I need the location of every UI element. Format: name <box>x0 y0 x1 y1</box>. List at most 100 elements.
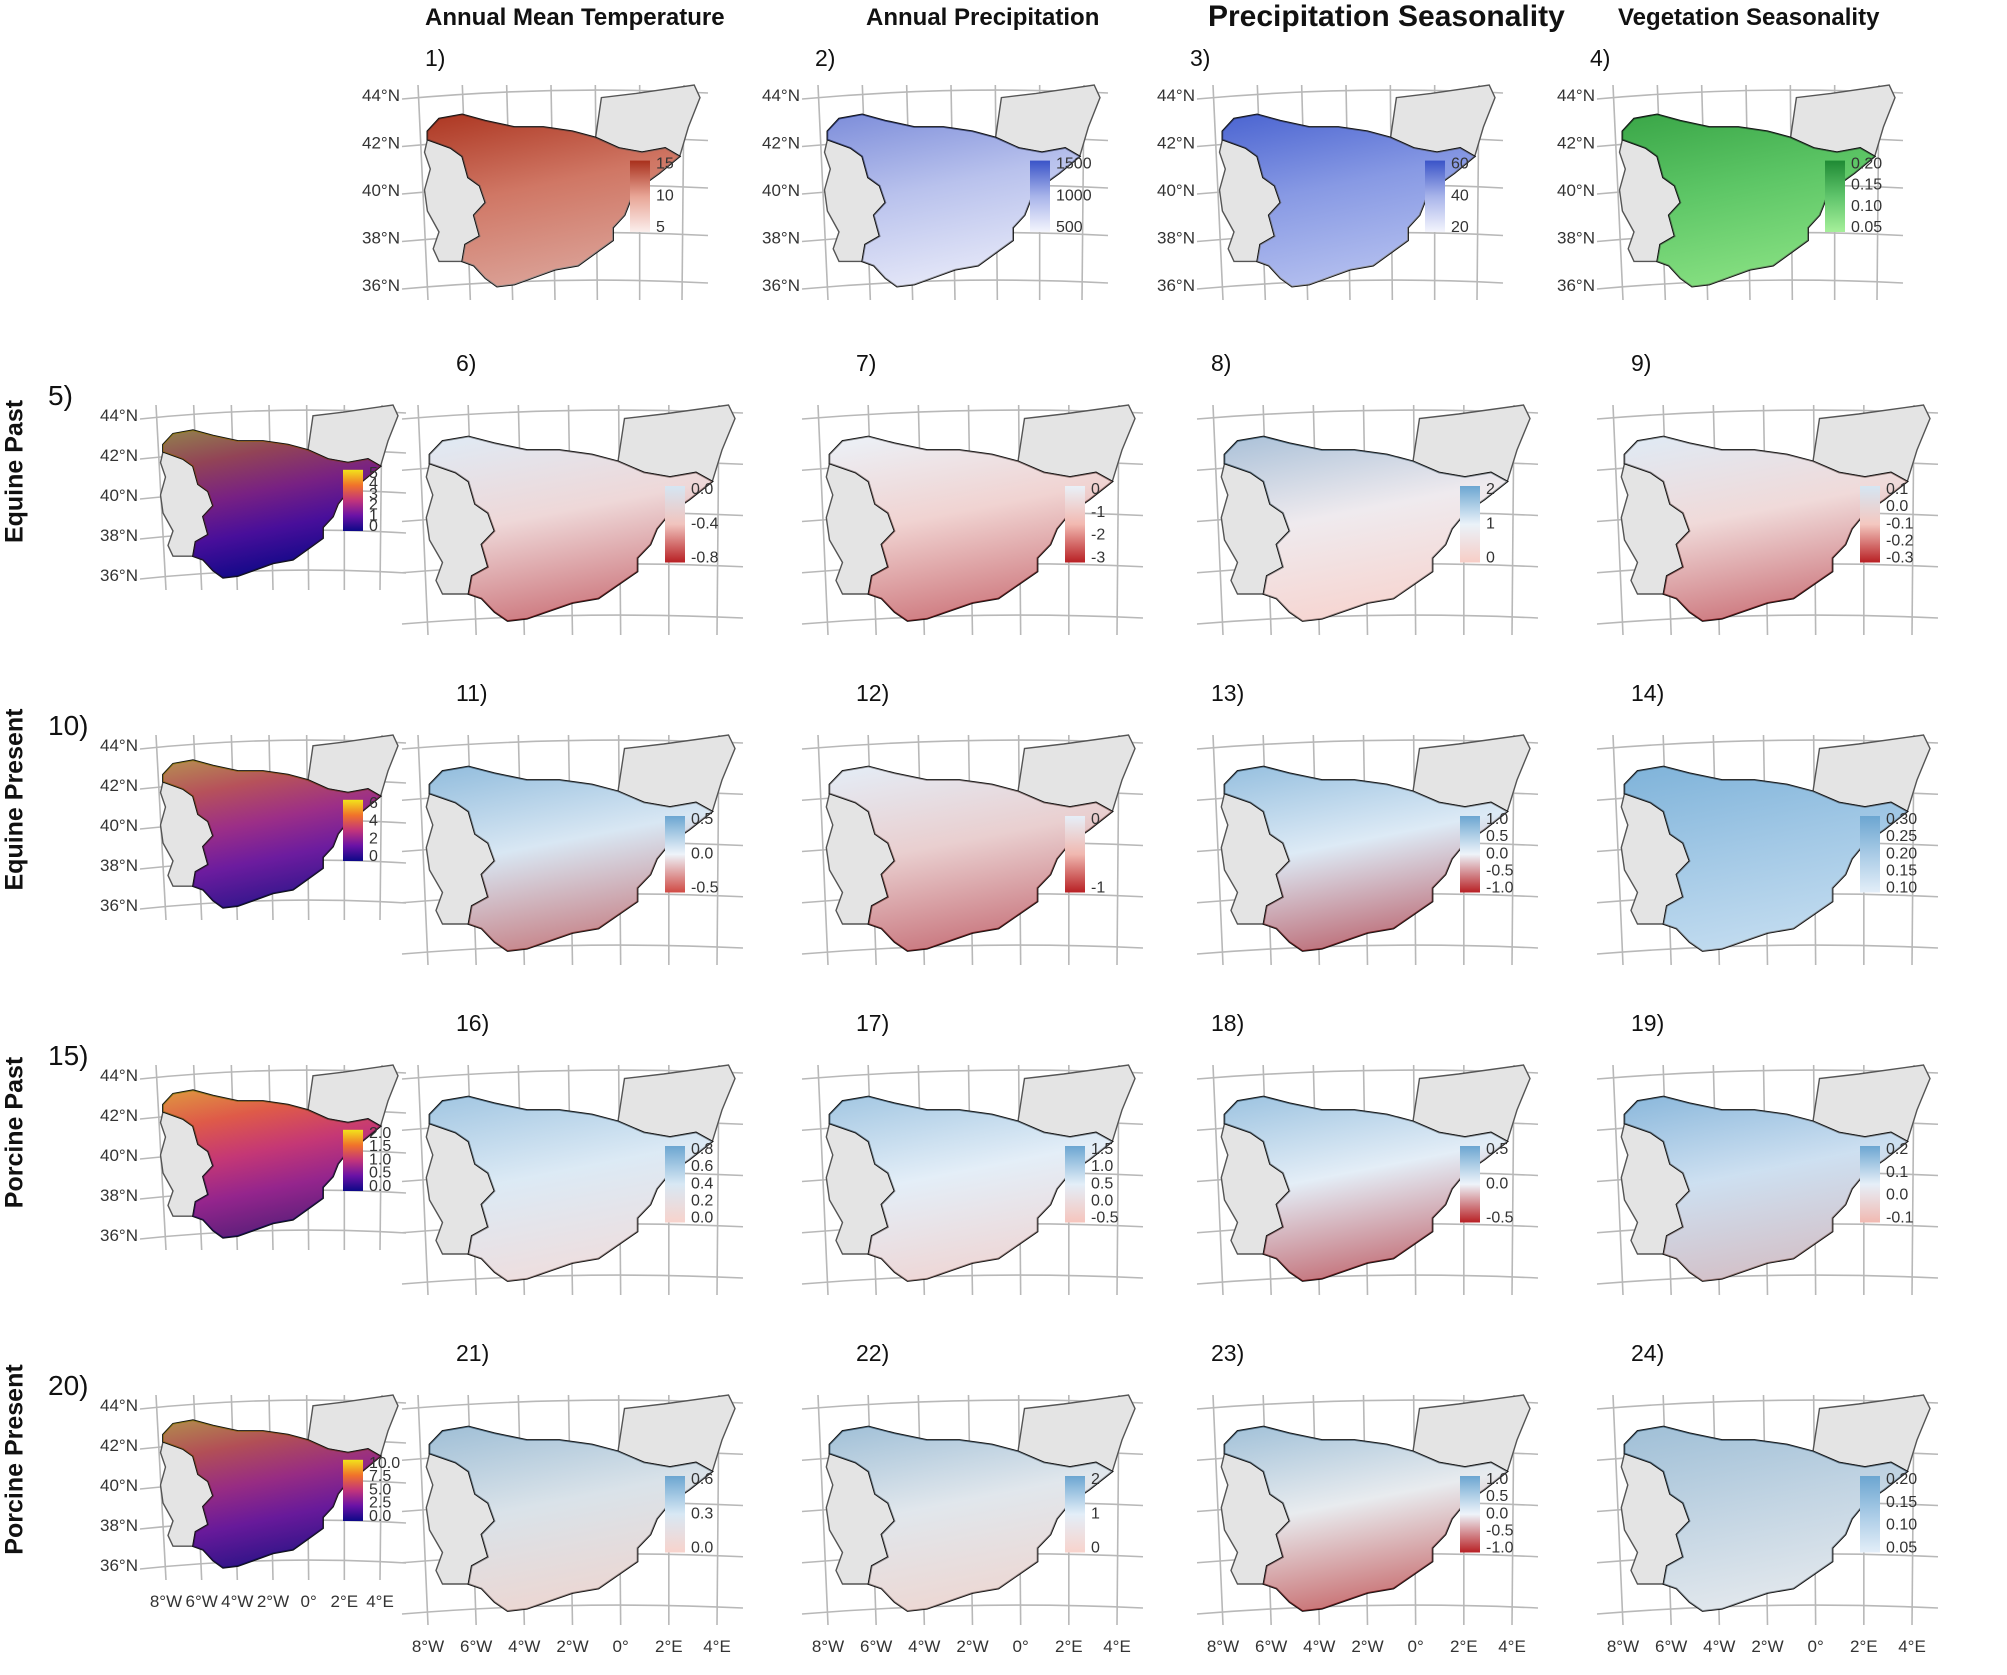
panel-number: 15) <box>48 1040 89 1071</box>
legend-tick-label: 0.5 <box>691 811 713 828</box>
panel-number: 7) <box>856 350 877 376</box>
spain-value-overlay <box>429 766 713 951</box>
legend-tick-label: 2 <box>369 497 378 514</box>
lat-label: 38°N <box>362 229 400 248</box>
legend-tick-label: 1.0 <box>1486 811 1508 828</box>
panel-number: 17) <box>856 1010 890 1036</box>
legend-tick-label: -0.1 <box>1886 1210 1914 1227</box>
legend-tick-label: 0.25 <box>1886 828 1917 845</box>
legend-tick-label: 0 <box>1091 811 1100 828</box>
lat-label: 42°N <box>100 446 138 465</box>
legend-colorbar <box>1860 816 1880 893</box>
lon-label: 4°W <box>1703 1637 1735 1656</box>
panel-number: 1) <box>425 45 446 71</box>
legend-colorbar <box>1825 160 1845 232</box>
legend-tick-label: 0 <box>369 518 378 535</box>
legend-colorbar <box>1065 1146 1085 1223</box>
legend-colorbar <box>1460 816 1480 893</box>
legend-tick-label: 60 <box>1451 156 1469 173</box>
lon-label: 6°W <box>186 1592 218 1611</box>
legend-colorbar <box>343 1459 363 1521</box>
legend-tick-label: 0.5 <box>1486 1141 1508 1158</box>
legend-tick-label: -0.5 <box>1486 1210 1514 1227</box>
legend-tick-label: 0.0 <box>1886 498 1908 515</box>
lat-label: 38°N <box>762 229 800 248</box>
legend-tick-label: 0.0 <box>691 845 713 862</box>
lat-label: 38°N <box>1157 229 1195 248</box>
panel-number: 20) <box>48 1370 89 1401</box>
legend-colorbar <box>1030 160 1050 232</box>
legend-colorbar <box>665 1476 685 1553</box>
legend-tick-label: 0.6 <box>691 1158 713 1175</box>
legend-tick-label: 0.0 <box>1486 1505 1508 1522</box>
legend-tick-label: 1 <box>1091 1505 1100 1522</box>
lon-label: 4°W <box>221 1592 253 1611</box>
lat-label: 44°N <box>100 736 138 755</box>
row-label-equine-past: Equine Past <box>0 399 29 544</box>
legend-tick-label: 0.15 <box>1851 177 1882 194</box>
lon-label: 2°W <box>556 1637 588 1656</box>
lat-label: 44°N <box>1557 86 1595 105</box>
map-panel-12: 0 -1 <box>801 734 1144 966</box>
spain-value-overlay <box>429 1426 713 1611</box>
legend-tick-label: 500 <box>1056 219 1083 236</box>
spain-value-overlay <box>1624 1426 1908 1611</box>
spain-value-overlay <box>429 1096 713 1281</box>
lat-label: 38°N <box>100 1516 138 1535</box>
legend-tick-label: -1 <box>1091 504 1105 521</box>
lon-label: 4°E <box>1498 1637 1526 1656</box>
legend-tick-label: -0.5 <box>1091 1210 1119 1227</box>
legend-tick-label: 0.2 <box>691 1192 713 1209</box>
panel-number: 10) <box>48 710 89 741</box>
panel-number: 14) <box>1631 680 1665 706</box>
legend-tick-label: -0.8 <box>691 550 719 567</box>
legend-tick-label: 5 <box>656 219 665 236</box>
spain-value-overlay <box>1224 766 1508 951</box>
panel-number: 18) <box>1211 1010 1245 1036</box>
lon-label: 8°W <box>1607 1637 1639 1656</box>
legend-tick-label: 2 <box>1486 481 1495 498</box>
panel-number: 6) <box>456 350 477 376</box>
legend-tick-label: -0.5 <box>691 880 719 897</box>
legend-colorbar <box>1065 816 1085 893</box>
lon-label: 8°W <box>150 1592 182 1611</box>
spain-value-overlay <box>829 1426 1113 1611</box>
lat-label: 44°N <box>1157 86 1195 105</box>
map-panel-8: 2 1 0 <box>1196 404 1539 636</box>
legend-tick-label: 0.0 <box>691 1540 713 1557</box>
lon-label: 2°E <box>655 1637 683 1656</box>
legend-tick-label: 0.0 <box>1886 1187 1908 1204</box>
legend-tick-label: 0 <box>1091 1540 1100 1557</box>
legend-colorbar <box>1425 160 1445 232</box>
legend-tick-label: 0 <box>369 848 378 865</box>
lon-label: 6°W <box>1255 1637 1287 1656</box>
lat-label: 42°N <box>762 134 800 153</box>
panel-number: 11) <box>456 680 488 706</box>
map-panel-4: 44°N 42°N 40°N 38°N 36°N 0.20 0.15 0.10 0.05 <box>1557 84 1904 301</box>
legend-tick-label: 0 <box>1486 550 1495 567</box>
legend-tick-label: 3 <box>369 486 378 503</box>
legend-tick-label: 0.5 <box>369 1165 391 1182</box>
lon-label: 4°W <box>908 1637 940 1656</box>
lon-label: 0° <box>1808 1637 1824 1656</box>
lat-label: 44°N <box>100 1066 138 1085</box>
legend-tick-label: 1.0 <box>1486 1471 1508 1488</box>
legend-tick-label: 0.20 <box>1886 845 1917 862</box>
spain-value-overlay <box>1624 436 1908 621</box>
legend-tick-label: 0.5 <box>1486 1488 1508 1505</box>
legend-tick-label: 1000 <box>1056 187 1092 204</box>
lon-label: 4°W <box>1303 1637 1335 1656</box>
lat-label: 40°N <box>100 1146 138 1165</box>
legend-tick-label: 0.15 <box>1886 1494 1917 1511</box>
legend-colorbar <box>343 469 363 531</box>
lon-label: 8°W <box>812 1637 844 1656</box>
legend-tick-label: 0.10 <box>1851 198 1882 215</box>
legend-colorbar <box>1460 1146 1480 1223</box>
legend-colorbar <box>665 1146 685 1223</box>
lat-label: 40°N <box>100 486 138 505</box>
legend-tick-label: 2.0 <box>369 1125 391 1142</box>
spain-value-overlay <box>1224 436 1508 621</box>
lat-label: 38°N <box>100 1186 138 1205</box>
col-title-precip-seasonality: Precipitation Seasonality <box>1208 0 1565 33</box>
legend-tick-label: 0.3 <box>691 1505 713 1522</box>
